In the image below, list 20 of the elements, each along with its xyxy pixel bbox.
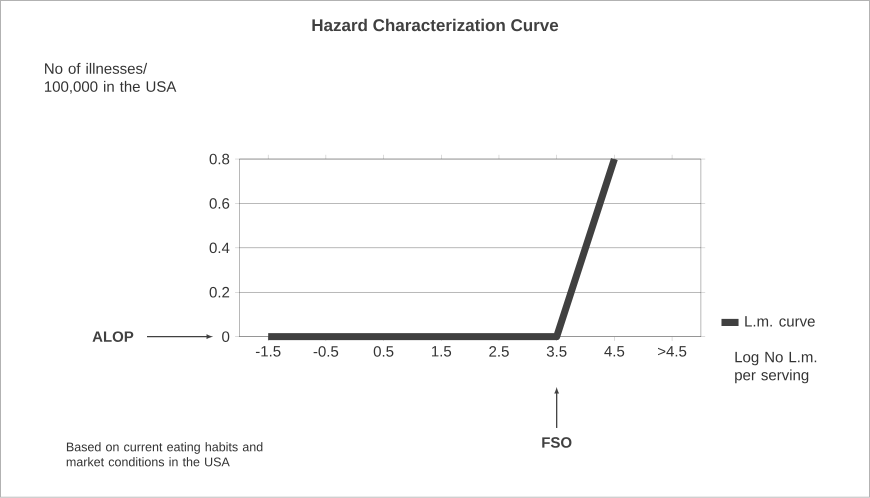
annotation: FSO	[542, 437, 572, 448]
y-tick-label: 0.2	[210, 287, 230, 298]
x-tick-label: 3.5	[546, 346, 566, 357]
y-tick-label: 0.8	[210, 154, 230, 164]
x-tick-label: >4.5	[658, 346, 686, 357]
y-tick-label: 0	[222, 331, 230, 342]
chart-title: Hazard Characterization Curve	[312, 18, 558, 32]
x-tick-label: -1.5	[256, 346, 280, 357]
x-tick-label: 2.5	[489, 346, 509, 357]
y-axis-title: No of illnesses/ 100,000 in the USA	[44, 63, 176, 94]
y-tick-label: 0.4	[210, 242, 230, 254]
y-tick-label: 0.6	[210, 198, 230, 209]
legend-label: L.m. curve	[745, 316, 815, 327]
text: Based on current eating habits and market conditions in the USA	[66, 442, 262, 467]
text: ALOP	[92, 331, 134, 342]
x-tick-label: 1.5	[432, 346, 452, 357]
x-tick-label: 0.5	[374, 346, 394, 357]
x-tick-label: 4.5	[604, 346, 624, 357]
x-axis-title: Log No L.m. per serving	[735, 352, 816, 384]
x-tick-label: -0.5	[314, 346, 338, 357]
